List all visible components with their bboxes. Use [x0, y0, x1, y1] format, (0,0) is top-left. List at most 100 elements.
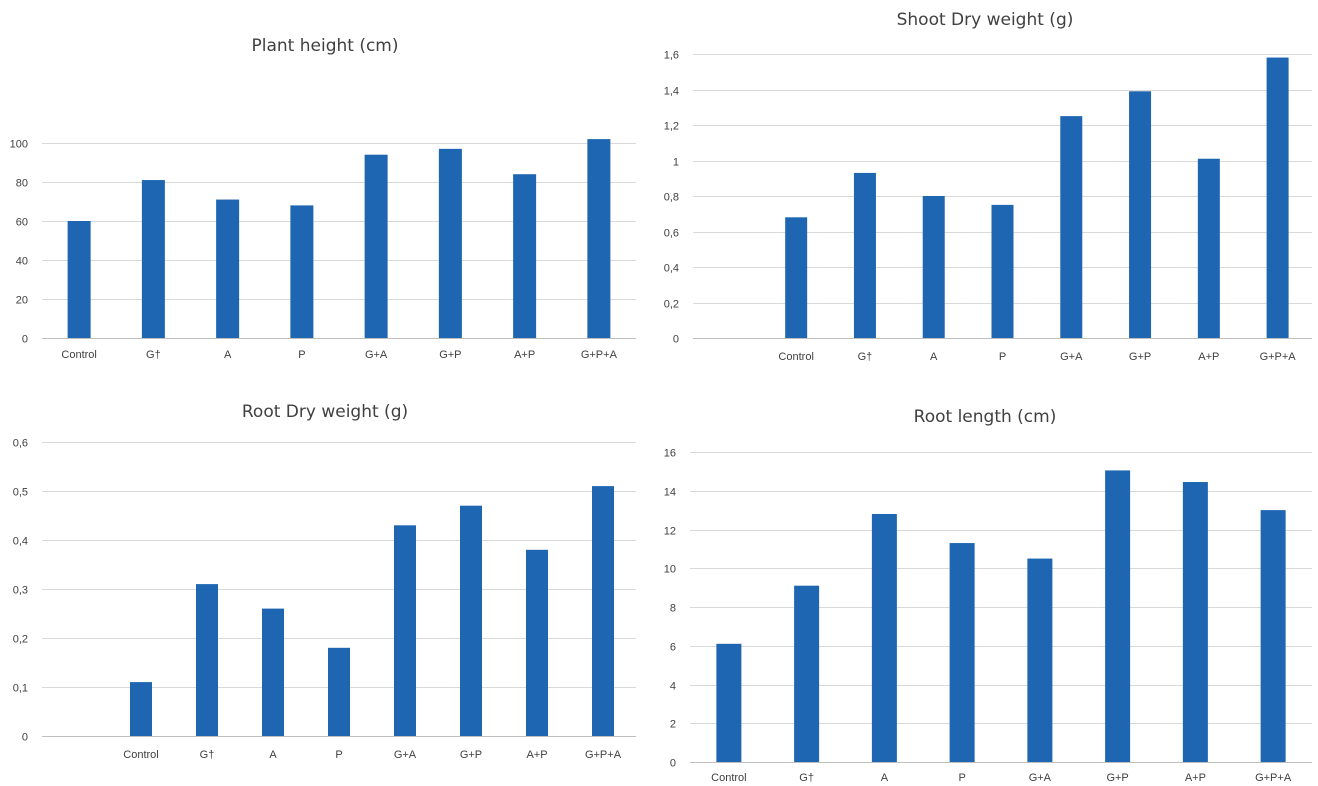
y-tick-label: 1,6	[664, 50, 679, 62]
bar	[1260, 510, 1286, 762]
bar	[1060, 116, 1083, 338]
bar	[922, 196, 945, 338]
x-tick-label: G†	[146, 349, 161, 361]
bar	[587, 139, 611, 338]
y-tick-label: 100	[10, 139, 28, 151]
bar	[1266, 57, 1289, 339]
x-tick-label: G+A	[365, 349, 388, 361]
x-tick-label: A+P	[526, 749, 547, 761]
bar	[1182, 482, 1208, 762]
y-tick-label: 0	[670, 758, 676, 770]
bar	[290, 205, 314, 338]
y-tick-label: 0,1	[13, 683, 28, 695]
x-tick-label: Control	[61, 349, 96, 361]
y-tick-label: 0,8	[664, 192, 679, 204]
bar	[328, 647, 350, 736]
x-tick-label: G+P	[460, 749, 482, 761]
y-tick-label: 0,4	[664, 263, 679, 275]
y-tick-label: 1,2	[664, 121, 679, 133]
y-tick-label: 0,6	[664, 228, 679, 240]
x-tick-label: G†	[799, 772, 814, 784]
bar	[1197, 158, 1220, 338]
x-tick-label: G+A	[1029, 772, 1052, 784]
y-tick-label: 0,5	[13, 487, 28, 499]
bar	[364, 154, 388, 338]
x-tick-label: A+P	[1185, 772, 1206, 784]
bar	[460, 505, 482, 736]
y-tick-label: 0,3	[13, 585, 28, 597]
x-tick-label: A	[930, 351, 938, 363]
y-tick-label: 20	[16, 295, 28, 307]
y-tick-label: 12	[664, 526, 676, 538]
x-tick-label: G+P	[1129, 351, 1151, 363]
bar	[1027, 558, 1053, 762]
y-tick-label: 0,2	[664, 299, 679, 311]
bar	[1129, 91, 1152, 339]
y-tick-label: 0,6	[13, 438, 28, 450]
x-tick-label: G+A	[394, 749, 417, 761]
x-tick-label: G+P+A	[581, 349, 618, 361]
bar	[853, 172, 876, 338]
y-tick-label: 1	[673, 157, 679, 169]
x-tick-label: A	[881, 772, 889, 784]
chart-svg: 0 0,1 0,2 0,3 0,4 0,5 0,6 Control G† A P G+A G+P A+P G…	[13, 438, 636, 761]
chart-svg: 0 2 4 6 8 10 12 14 16 Control G† A P G+A G+P A+P G+P+A	[664, 448, 1312, 784]
x-tick-label: A+P	[514, 349, 535, 361]
x-tick-label: Control	[778, 351, 813, 363]
bar	[130, 682, 152, 736]
x-tick-label: G+A	[1060, 351, 1083, 363]
bar	[196, 584, 218, 736]
x-tick-label: G+P	[439, 349, 461, 361]
y-tick-label: 0,2	[13, 634, 28, 646]
bar	[526, 549, 548, 736]
y-tick-label: 10	[664, 564, 676, 576]
bar	[785, 217, 808, 338]
bar	[871, 514, 897, 762]
bar	[394, 525, 416, 736]
chart-title: Plant height (cm)	[251, 36, 399, 56]
y-tick-label: 0	[22, 334, 28, 346]
y-tick-label: 0	[22, 732, 28, 744]
x-tick-label: G+P	[1106, 772, 1128, 784]
bar	[794, 585, 820, 762]
x-tick-label: P	[335, 749, 342, 761]
chart-title: Root Dry weight (g)	[241, 402, 409, 422]
chart-panel-shoot-dry-weight: Shoot Dry weight (g) 0 0,2 0,4 0,6 0,8 1 1,2 1,…	[652, 0, 1318, 380]
y-tick-label: 14	[664, 487, 676, 499]
bar	[592, 486, 614, 736]
chart-svg: 0 20 40 60 80 100 Control G† A P G+A G+P A+P G+P+A	[10, 139, 636, 361]
x-tick-label: G†	[858, 351, 873, 363]
y-tick-label: 40	[16, 256, 28, 268]
y-tick-label: 8	[670, 603, 676, 615]
x-tick-label: G+P+A	[1255, 772, 1292, 784]
bar	[67, 221, 91, 338]
x-tick-label: G+P+A	[1260, 351, 1297, 363]
x-tick-label: P	[999, 351, 1006, 363]
bar	[262, 608, 284, 736]
x-tick-label: P	[958, 772, 965, 784]
x-tick-label: A	[224, 349, 232, 361]
bar	[991, 204, 1014, 338]
x-tick-label: A+P	[1198, 351, 1219, 363]
x-tick-label: G†	[200, 749, 215, 761]
y-tick-label: 0	[673, 334, 679, 346]
y-tick-label: 16	[664, 448, 676, 460]
y-tick-label: 1,4	[664, 86, 679, 98]
x-tick-label: Control	[123, 749, 158, 761]
bar	[438, 148, 462, 338]
x-tick-label: G+P+A	[585, 749, 622, 761]
y-tick-label: 0,4	[13, 536, 28, 548]
y-tick-label: 60	[16, 217, 28, 229]
x-tick-label: A	[269, 749, 277, 761]
x-tick-label: P	[298, 349, 305, 361]
y-tick-label: 6	[670, 642, 676, 654]
y-tick-label: 80	[16, 178, 28, 190]
bar	[716, 643, 742, 762]
bar	[1105, 470, 1131, 762]
bar	[216, 199, 240, 338]
chart-svg: 0 0,2 0,4 0,6 0,8 1 1,2 1,4 1,6 Control G† A P G+A G+P…	[664, 50, 1312, 363]
y-tick-label: 2	[670, 719, 676, 731]
bar	[949, 543, 975, 762]
chart-title: Shoot Dry weight (g)	[896, 10, 1074, 30]
x-tick-label: Control	[711, 772, 746, 784]
